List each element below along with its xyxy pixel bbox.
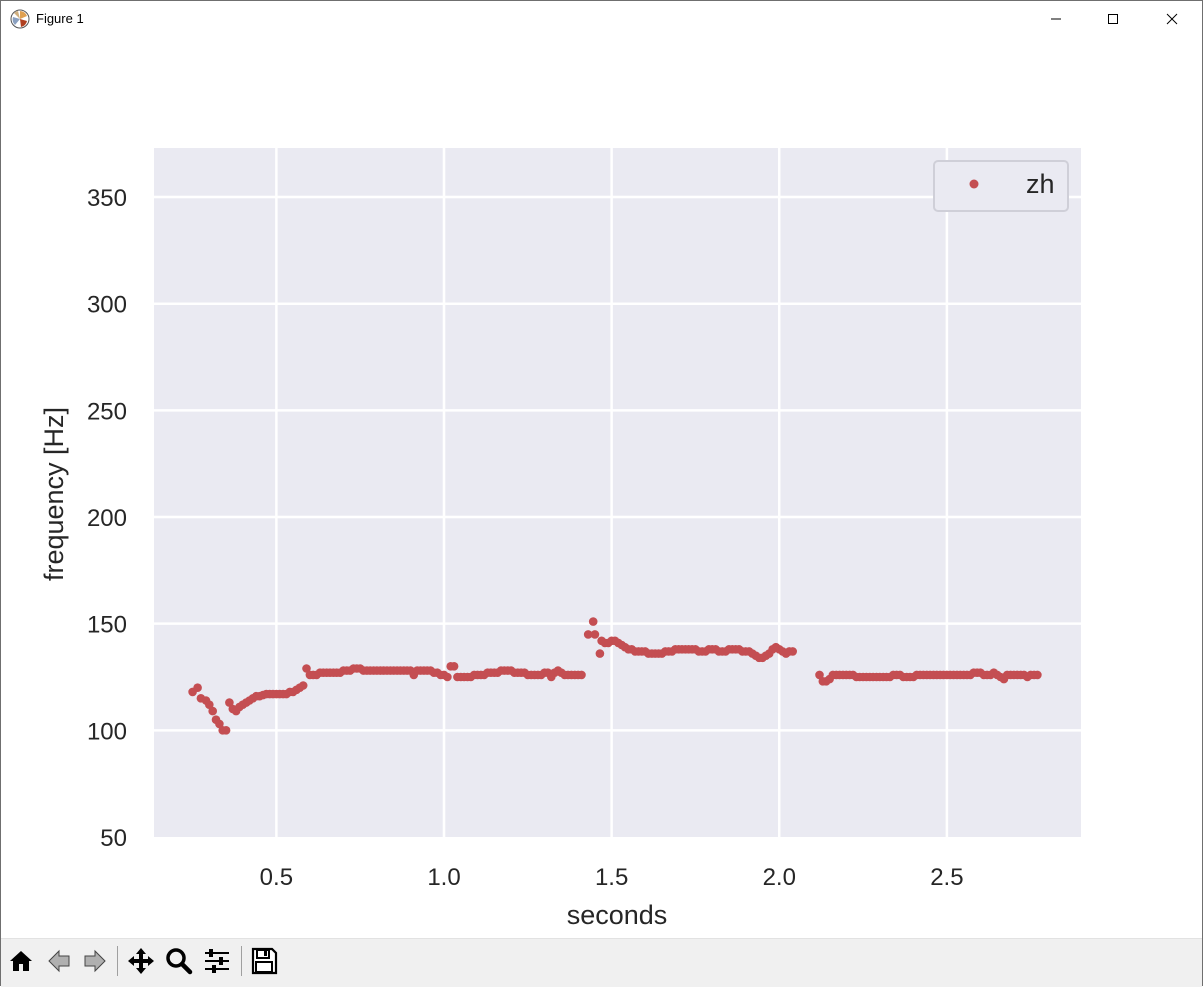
legend: zh bbox=[933, 160, 1069, 212]
back-button[interactable] bbox=[43, 945, 75, 977]
legend-label-zh: zh bbox=[1026, 169, 1055, 199]
pan-button[interactable] bbox=[125, 945, 157, 977]
y-tick-label: 300 bbox=[87, 292, 127, 319]
data-point bbox=[577, 670, 586, 680]
x-tick-label: 2.0 bbox=[763, 864, 796, 891]
data-point bbox=[815, 670, 824, 680]
data-point bbox=[208, 706, 217, 716]
forward-button[interactable] bbox=[79, 945, 111, 977]
data-point bbox=[193, 683, 202, 692]
data-point bbox=[588, 617, 598, 626]
y-tick-labels: 50 100 150 200 250 300 350 bbox=[87, 185, 127, 852]
data-point bbox=[302, 664, 311, 673]
y-axis-label: frequency [Hz] bbox=[39, 407, 69, 581]
move-icon bbox=[128, 948, 154, 974]
zoom-button[interactable] bbox=[163, 945, 195, 977]
y-tick-label: 200 bbox=[87, 505, 127, 532]
save-button[interactable] bbox=[248, 945, 280, 977]
figure-canvas[interactable]: 0.5 1.0 1.5 2.0 2.5 50 100 150 200 250 300 350 sec… bbox=[1, 37, 1202, 937]
data-point bbox=[215, 719, 224, 729]
y-tick-label: 250 bbox=[87, 398, 127, 425]
x-tick-label: 0.5 bbox=[260, 864, 293, 891]
close-button[interactable] bbox=[1143, 1, 1201, 37]
x-tick-label: 2.5 bbox=[930, 864, 963, 891]
legend-box bbox=[933, 160, 1069, 212]
legend-marker bbox=[969, 179, 979, 189]
matplotlib-logo-icon bbox=[10, 9, 30, 29]
title-bar[interactable]: Figure 1 bbox=[1, 1, 1202, 37]
window-title: Figure 1 bbox=[36, 11, 84, 26]
y-tick-label: 150 bbox=[87, 612, 127, 639]
data-point bbox=[443, 672, 452, 682]
grid-lines bbox=[154, 148, 1081, 837]
sliders-icon bbox=[205, 949, 229, 973]
x-tick-label: 1.5 bbox=[595, 864, 628, 891]
plot-background bbox=[154, 148, 1081, 837]
data-point bbox=[298, 681, 308, 690]
data-point bbox=[205, 700, 214, 709]
configure-subplots-button[interactable] bbox=[201, 945, 233, 977]
x-axis-label: seconds bbox=[567, 900, 668, 930]
x-tick-labels: 0.5 1.0 1.5 2.0 2.5 bbox=[260, 864, 964, 891]
minimize-icon bbox=[1051, 18, 1061, 20]
data-point bbox=[225, 698, 234, 707]
x-tick-label: 1.0 bbox=[427, 864, 460, 891]
data-point bbox=[221, 726, 231, 735]
back-arrow-icon bbox=[48, 949, 70, 973]
maximize-button[interactable] bbox=[1084, 1, 1142, 37]
data-point bbox=[788, 647, 797, 656]
home-button[interactable] bbox=[5, 945, 37, 977]
y-tick-label: 100 bbox=[87, 718, 127, 745]
floppy-disk-icon bbox=[251, 947, 278, 975]
data-point bbox=[583, 630, 593, 639]
forward-arrow-icon bbox=[84, 949, 106, 973]
maximize-icon bbox=[1108, 14, 1118, 24]
home-icon bbox=[10, 951, 32, 971]
navigation-toolbar bbox=[1, 938, 1202, 987]
magnifier-icon bbox=[166, 948, 193, 975]
data-points bbox=[188, 617, 1042, 735]
minimize-button[interactable] bbox=[1027, 1, 1085, 37]
y-tick-label: 50 bbox=[100, 825, 127, 852]
close-icon bbox=[1166, 13, 1178, 25]
toolbar-separator bbox=[117, 946, 118, 976]
data-point bbox=[590, 630, 600, 639]
data-point bbox=[449, 662, 459, 671]
toolbar-separator bbox=[241, 946, 242, 976]
data-point bbox=[1033, 670, 1042, 680]
scatter-plot: 0.5 1.0 1.5 2.0 2.5 50 100 150 200 250 300 350 sec… bbox=[39, 148, 1081, 930]
data-point bbox=[595, 649, 605, 658]
y-tick-label: 350 bbox=[87, 185, 127, 212]
